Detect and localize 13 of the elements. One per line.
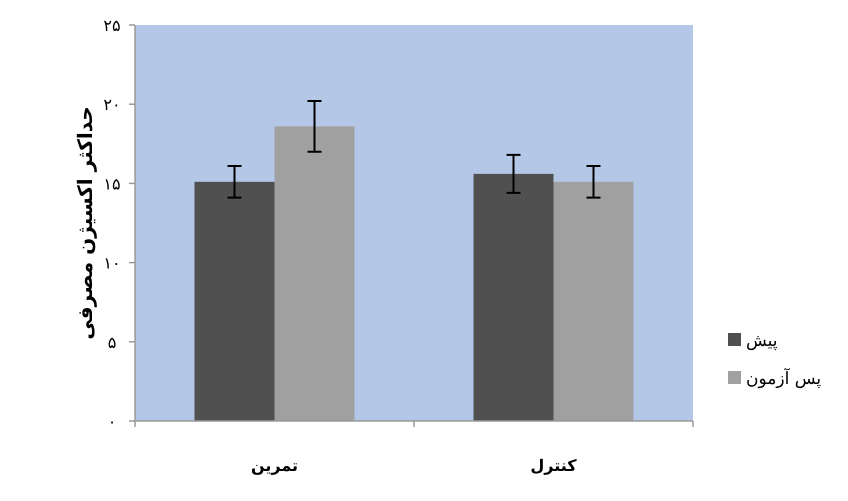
x-tick-label: کنترل <box>530 456 578 475</box>
y-tick-label: ۱۵ <box>103 174 121 194</box>
bar <box>474 174 554 421</box>
legend-label: پس آزمون <box>746 368 822 389</box>
bar <box>194 182 274 421</box>
y-tick-label: ۲۰ <box>103 95 121 114</box>
legend-label: پیش <box>746 331 778 351</box>
y-axis-title: حداکثر اکسیژن مصرفی <box>73 106 97 340</box>
y-tick-label: ۵ <box>108 332 116 352</box>
y-tick-label: ۱۰ <box>103 254 121 273</box>
y-tick-label: ۰ <box>108 412 116 431</box>
y-tick-label: ۲۵ <box>103 16 121 35</box>
x-tick-label: تمرین <box>250 456 298 475</box>
